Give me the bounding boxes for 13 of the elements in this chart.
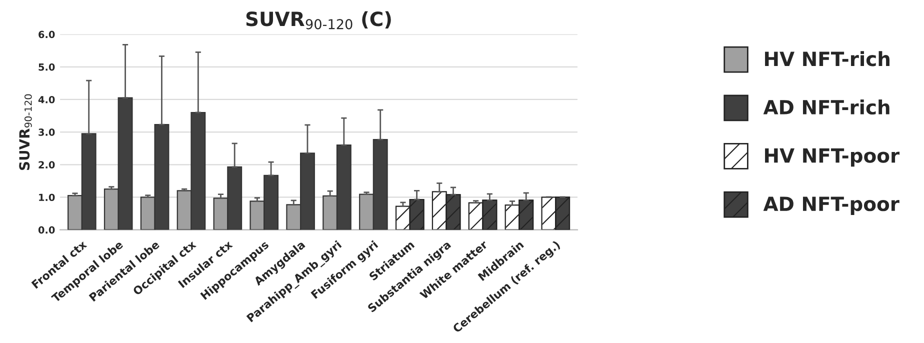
y-tick-label: 1.0 xyxy=(39,194,55,202)
y-axis-title: SUVR$_{90-120}$ xyxy=(19,94,32,170)
legend-label: AD NFT-poor xyxy=(763,196,900,215)
legend-label: HV NFT-rich xyxy=(765,51,890,66)
chart-title: SUVR$_{90-120}$ (C) xyxy=(246,11,391,30)
y-tick-label: 0.0 xyxy=(38,226,55,234)
legend-label: HV NFT-poor xyxy=(765,148,900,167)
y-tick-label: 2.0 xyxy=(38,161,55,168)
legend-label: AD NFT-rich xyxy=(763,99,890,115)
y-tick-label: 6.0 xyxy=(38,30,55,38)
y-tick-label: 4.0 xyxy=(38,96,55,104)
y-tick-label: 5.0 xyxy=(38,63,55,71)
y-tick-label: 3.0 xyxy=(38,128,55,136)
